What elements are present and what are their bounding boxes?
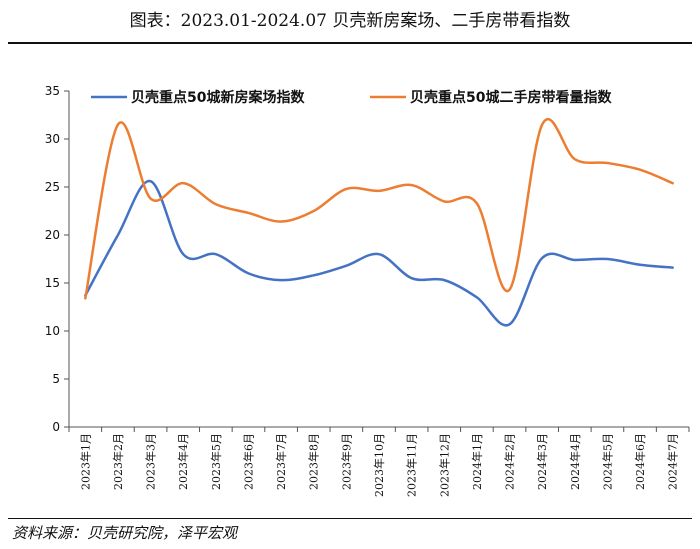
x-tick-label: 2023年6月 <box>241 433 255 490</box>
source-note: 资料来源：贝壳研究院，泽平宏观 <box>12 524 238 542</box>
y-tick-label: 30 <box>45 132 60 146</box>
y-tick-label: 0 <box>52 420 60 434</box>
x-tick-label: 2023年1月 <box>78 433 92 490</box>
x-tick-label: 2024年6月 <box>633 433 647 490</box>
y-tick-label: 20 <box>45 228 60 242</box>
x-tick-label: 2023年11月 <box>405 433 419 497</box>
x-tick-label: 2023年9月 <box>339 433 353 490</box>
y-tick-label: 10 <box>45 324 60 338</box>
x-tick-label: 2023年12月 <box>437 433 451 497</box>
y-tick-label: 25 <box>45 180 60 194</box>
x-tick-label: 2023年8月 <box>307 433 321 490</box>
x-tick-label: 2024年1月 <box>470 433 484 490</box>
legend: 贝壳重点50城新房案场指数 贝壳重点50城二手房带看量指数 <box>91 89 612 106</box>
y-tick-label: 15 <box>45 276 60 290</box>
legend-label-series2: 贝壳重点50城二手房带看量指数 <box>410 89 612 106</box>
series-layer <box>84 117 674 327</box>
series-line-1 <box>84 179 674 327</box>
x-tick-label: 2023年3月 <box>144 433 158 490</box>
x-tick-label: 2023年4月 <box>176 433 190 490</box>
x-tick-label: 2023年10月 <box>372 433 386 497</box>
x-tick-label: 2023年2月 <box>111 433 125 490</box>
x-tick-label: 2024年7月 <box>666 433 680 490</box>
legend-label-series1: 贝壳重点50城新房案场指数 <box>131 89 305 106</box>
title-rule <box>8 42 692 44</box>
x-tick-label: 2023年7月 <box>274 433 288 490</box>
source-rule <box>8 518 692 519</box>
chart-title: 图表：2023.01-2024.07 贝壳新房案场、二手房带看指数 <box>129 11 571 31</box>
x-tick-label: 2024年3月 <box>535 433 549 490</box>
x-tick-label: 2024年4月 <box>568 433 582 490</box>
series-line-2 <box>84 117 674 300</box>
y-tick-label: 35 <box>45 84 60 98</box>
x-tick-label: 2024年5月 <box>600 433 614 490</box>
x-tick-label: 2024年2月 <box>503 433 517 490</box>
x-tick-label: 2023年5月 <box>209 433 223 490</box>
y-tick-label: 5 <box>52 372 60 386</box>
axes: 0 5 10 15 20 25 30 35 2023年1月 2023年2月 2023年3月 2023年… <box>45 84 690 497</box>
